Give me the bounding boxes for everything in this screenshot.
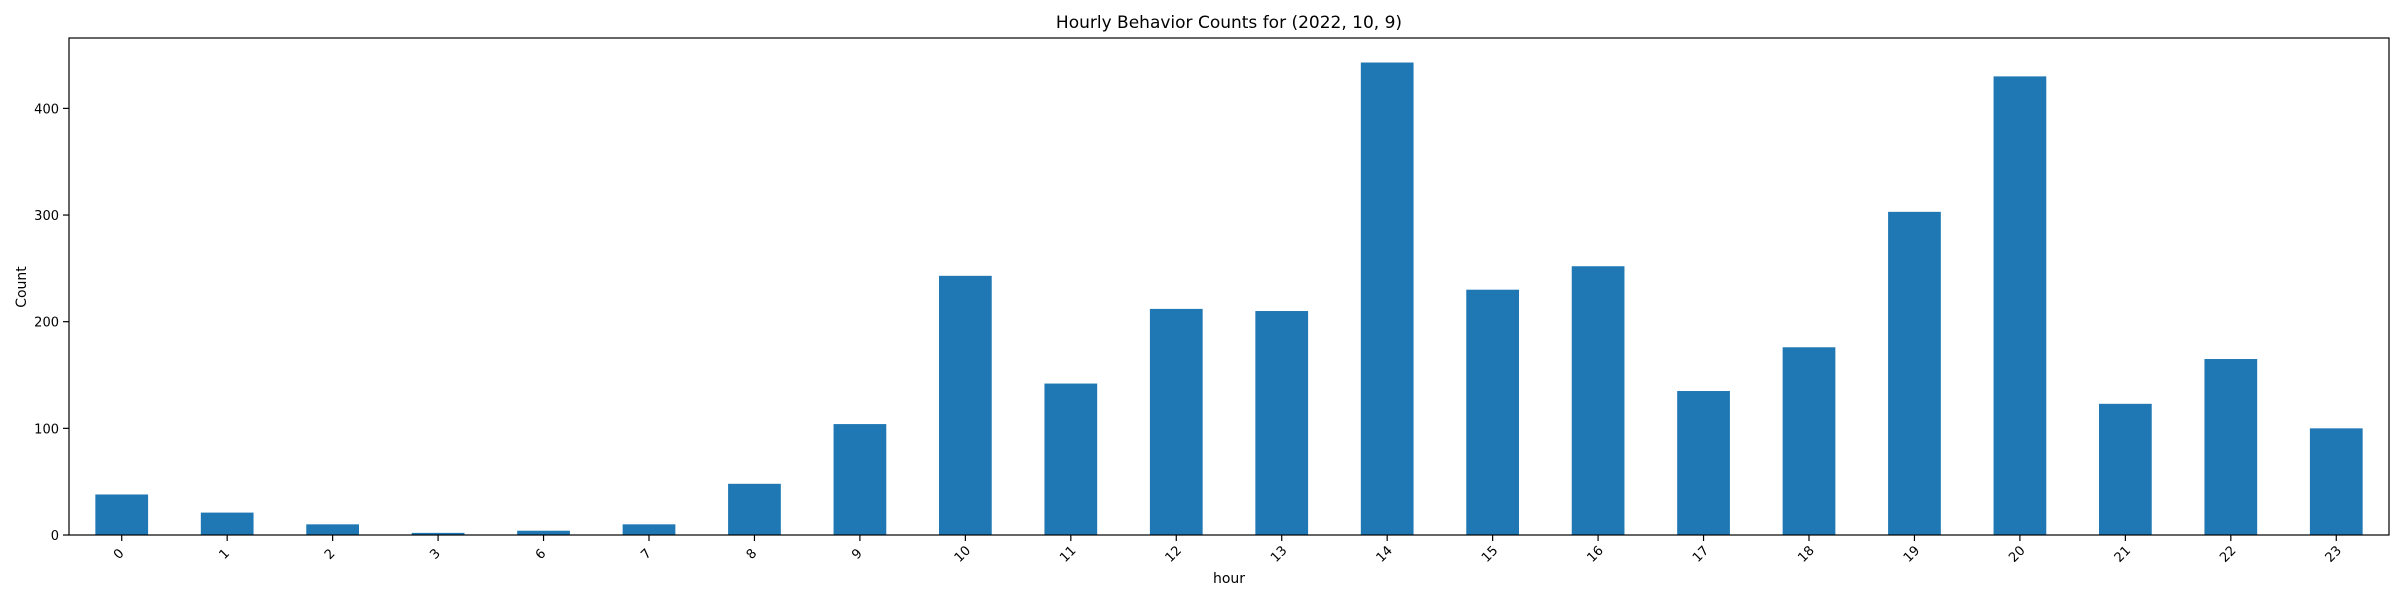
x-tick-label: 3 <box>427 546 443 562</box>
y-axis-label: Count <box>14 266 30 308</box>
y-tick-label: 400 <box>34 102 59 117</box>
y-ticks: 0 100 200 300 400 <box>34 102 69 544</box>
bar-hour-21 <box>2099 403 2152 535</box>
bar-hour-14 <box>1360 62 1414 535</box>
bar-hour-1 <box>200 512 254 535</box>
chart-title: Hourly Behavior Counts for (2022, 10, 9) <box>1056 13 1402 33</box>
x-tick-label: 17 <box>1690 543 1712 565</box>
bar-hour-17 <box>1677 391 1730 535</box>
x-tick-label: 13 <box>1268 543 1290 565</box>
x-tick-label: 20 <box>2006 543 2028 565</box>
bar-hour-9 <box>833 424 887 535</box>
bar-hour-16 <box>1571 266 1625 535</box>
x-tick-label: 16 <box>1584 543 1606 565</box>
x-tick-label: 14 <box>1374 543 1396 565</box>
x-tick-label: 0 <box>111 546 127 562</box>
plot-frame <box>68 37 2390 536</box>
bar-hour-8 <box>728 483 781 535</box>
y-tick-label: 300 <box>34 209 59 224</box>
bar-hour-22 <box>2204 359 2258 535</box>
x-tick-label: 9 <box>849 546 865 562</box>
x-tick-label: 18 <box>1795 543 1817 565</box>
axes-layer <box>68 37 2390 536</box>
bar-hour-20 <box>1993 76 2047 535</box>
x-tick-label: 10 <box>952 543 974 565</box>
bar-hour-19 <box>1888 211 1941 535</box>
x-tick-label: 11 <box>1057 543 1079 565</box>
y-tick-label: 200 <box>34 316 59 331</box>
x-tick-label: 15 <box>1479 543 1501 565</box>
bar-hour-13 <box>1255 311 1309 535</box>
bar-hour-0 <box>95 494 149 535</box>
x-tick-label: 19 <box>1901 543 1923 565</box>
bar-hour-15 <box>1466 289 1519 535</box>
x-tick-label: 23 <box>2323 543 2345 565</box>
bar-hour-10 <box>939 275 992 535</box>
bar-hour-18 <box>1782 347 1836 535</box>
x-tick-label: 6 <box>533 546 549 562</box>
x-tick-label: 21 <box>2112 543 2134 565</box>
x-tick-label: 8 <box>744 546 760 562</box>
bar-hour-23 <box>2309 428 2363 535</box>
bar-hour-12 <box>1149 308 1203 535</box>
bar-hour-6 <box>517 530 570 535</box>
x-tick-label: 7 <box>638 546 654 562</box>
x-tick-label: 1 <box>216 546 232 562</box>
bar-hour-7 <box>622 524 676 535</box>
x-ticks: 0 1 2 3 6 7 8 9 10 11 12 13 14 15 16 17 18 19 20 21 22 23 <box>111 535 2345 566</box>
bar-hour-11 <box>1044 383 1098 535</box>
bar-hour-2 <box>306 524 359 535</box>
x-tick-label: 12 <box>1163 543 1185 565</box>
bar-hour-3 <box>411 532 465 535</box>
y-tick-label: 0 <box>51 529 59 544</box>
x-tick-label: 2 <box>322 546 338 562</box>
y-tick-label: 100 <box>34 422 59 437</box>
x-axis-label: hour <box>1213 571 1245 587</box>
x-tick-label: 22 <box>2217 543 2239 565</box>
bars-layer <box>95 62 2363 535</box>
